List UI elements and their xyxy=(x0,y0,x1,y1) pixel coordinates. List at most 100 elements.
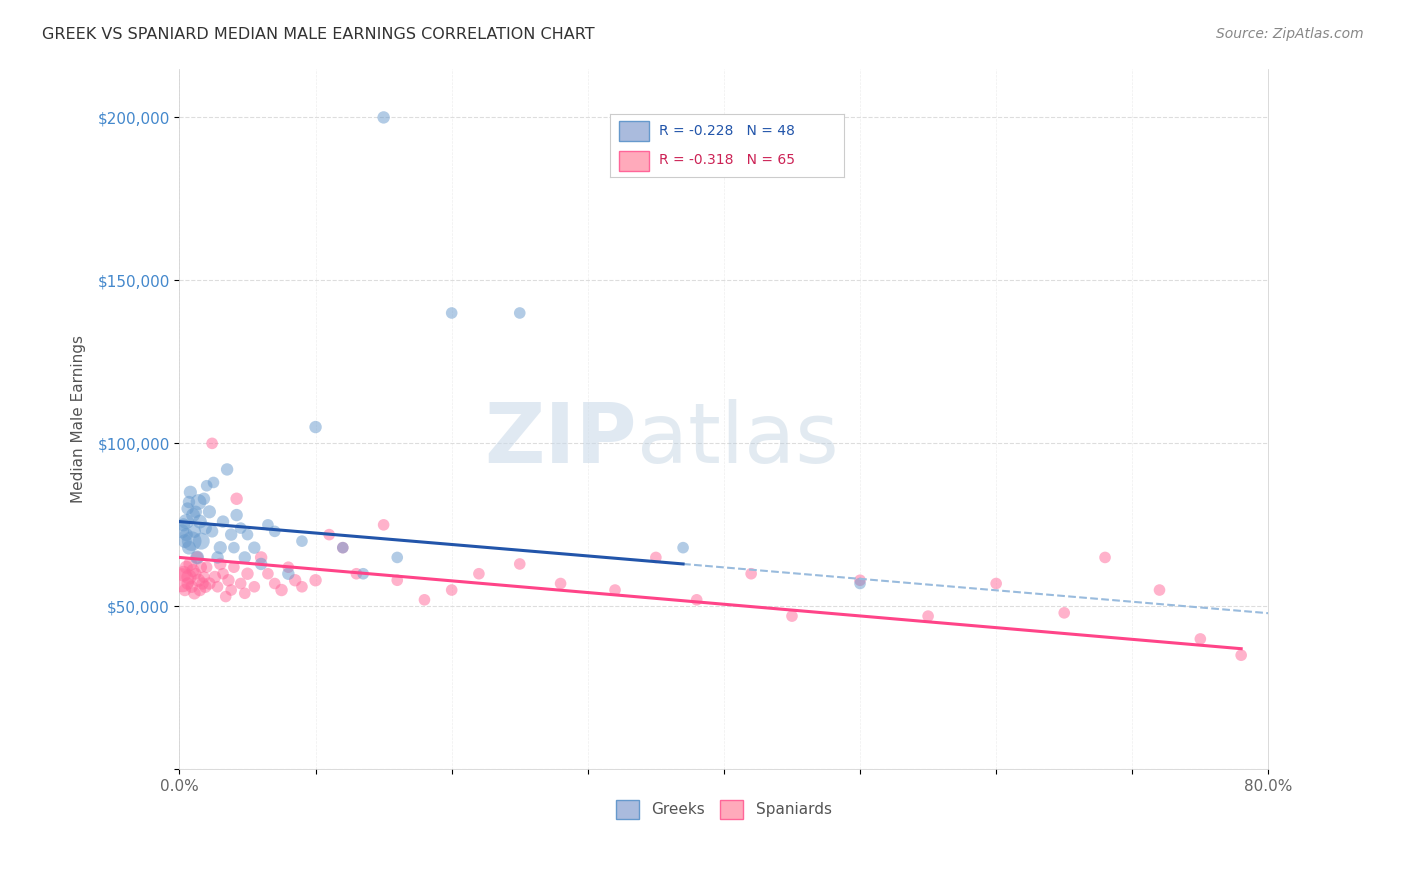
Point xyxy=(222,560,245,574)
Point xyxy=(413,592,436,607)
Point xyxy=(173,517,195,532)
Point xyxy=(193,570,215,584)
Point xyxy=(1094,550,1116,565)
Text: ZIP: ZIP xyxy=(484,400,637,481)
Point xyxy=(191,576,214,591)
Point xyxy=(184,566,207,581)
Text: GREEK VS SPANIARD MEDIAN MALE EARNINGS CORRELATION CHART: GREEK VS SPANIARD MEDIAN MALE EARNINGS C… xyxy=(42,27,595,42)
Point xyxy=(291,580,314,594)
Point xyxy=(263,576,285,591)
Point xyxy=(179,485,201,500)
Point xyxy=(172,574,194,588)
Point xyxy=(225,491,247,506)
Point xyxy=(188,582,211,597)
Point xyxy=(222,541,245,555)
Point xyxy=(179,557,201,571)
Point xyxy=(201,524,224,539)
Point xyxy=(212,515,235,529)
Point xyxy=(183,586,205,600)
Point xyxy=(236,566,259,581)
Point xyxy=(193,491,215,506)
Point xyxy=(195,560,218,574)
Point xyxy=(181,564,204,578)
Point xyxy=(187,574,209,588)
Point xyxy=(229,521,252,535)
Point xyxy=(373,111,395,125)
Point xyxy=(177,570,200,584)
Point xyxy=(250,557,273,571)
Point xyxy=(187,495,209,509)
Point xyxy=(190,534,212,549)
Point xyxy=(1230,648,1253,663)
Legend: Greeks, Spaniards: Greeks, Spaniards xyxy=(610,794,838,825)
Point xyxy=(387,574,409,588)
Point xyxy=(181,508,204,522)
Point xyxy=(263,524,285,539)
Point xyxy=(194,580,217,594)
Point xyxy=(174,560,197,574)
Point xyxy=(270,582,292,597)
Point xyxy=(172,524,194,539)
Point xyxy=(225,508,247,522)
Point xyxy=(188,515,211,529)
Point xyxy=(177,541,200,555)
Point xyxy=(780,609,803,624)
Point xyxy=(174,534,197,549)
Point xyxy=(201,436,224,450)
Point xyxy=(180,580,202,594)
Point xyxy=(468,566,491,581)
Point xyxy=(332,541,354,555)
Point xyxy=(184,505,207,519)
Point xyxy=(174,527,197,541)
Point xyxy=(202,475,225,490)
Point xyxy=(194,521,217,535)
Point xyxy=(243,541,266,555)
Point xyxy=(686,592,709,607)
Point xyxy=(986,576,1008,591)
Point xyxy=(209,541,232,555)
Text: atlas: atlas xyxy=(637,400,838,481)
Point xyxy=(344,566,367,581)
Point xyxy=(849,574,872,588)
Point xyxy=(352,566,374,581)
Point xyxy=(277,560,299,574)
Point xyxy=(217,574,239,588)
Point xyxy=(174,582,197,597)
Point xyxy=(440,582,463,597)
Point xyxy=(176,576,198,591)
Point xyxy=(176,501,198,516)
Point xyxy=(233,586,256,600)
Point xyxy=(332,541,354,555)
Point xyxy=(318,527,340,541)
Point xyxy=(243,580,266,594)
Point xyxy=(1189,632,1212,646)
Point xyxy=(233,550,256,565)
Point xyxy=(550,576,572,591)
Point xyxy=(373,517,395,532)
Point xyxy=(603,582,626,597)
Point xyxy=(440,306,463,320)
Point xyxy=(198,505,221,519)
Point xyxy=(304,574,326,588)
Point xyxy=(849,576,872,591)
Point xyxy=(740,566,762,581)
Point xyxy=(217,462,239,476)
Point xyxy=(177,495,200,509)
Point xyxy=(1053,606,1076,620)
Point xyxy=(209,557,232,571)
Point xyxy=(219,582,242,597)
Point xyxy=(198,576,221,591)
Y-axis label: Median Male Earnings: Median Male Earnings xyxy=(72,334,86,503)
Point xyxy=(277,566,299,581)
Point xyxy=(204,570,226,584)
Point xyxy=(1149,582,1171,597)
Point xyxy=(387,550,409,565)
Point xyxy=(190,560,212,574)
Point xyxy=(180,534,202,549)
Text: Source: ZipAtlas.com: Source: ZipAtlas.com xyxy=(1216,27,1364,41)
Point xyxy=(284,574,307,588)
Point xyxy=(186,550,208,565)
Point xyxy=(509,306,531,320)
Point xyxy=(644,550,666,565)
Point xyxy=(509,557,531,571)
